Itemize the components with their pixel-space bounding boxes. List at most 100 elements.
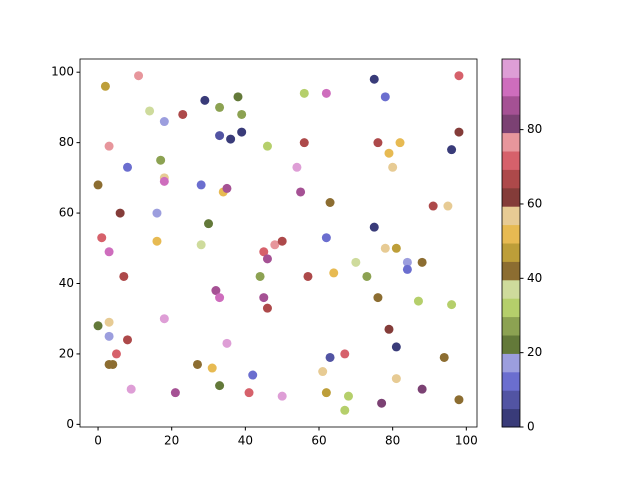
y-tick-label: 40 bbox=[59, 276, 74, 290]
point bbox=[413, 296, 423, 306]
point bbox=[373, 138, 383, 148]
x-tick-label: 100 bbox=[455, 434, 478, 448]
point bbox=[196, 180, 206, 190]
y-tick-label: 0 bbox=[66, 417, 74, 431]
point bbox=[391, 374, 401, 384]
colorbar-tick-label: 80 bbox=[527, 122, 542, 136]
point bbox=[443, 201, 453, 211]
point bbox=[351, 257, 361, 267]
point bbox=[380, 92, 390, 102]
point bbox=[159, 176, 169, 186]
colorbar-segment bbox=[502, 408, 520, 428]
colorbar-segment bbox=[502, 132, 520, 152]
plot-frame bbox=[79, 58, 478, 428]
point bbox=[402, 264, 412, 274]
point bbox=[104, 141, 114, 151]
point bbox=[262, 303, 272, 313]
point bbox=[417, 257, 427, 267]
point bbox=[192, 359, 202, 369]
point bbox=[126, 384, 136, 394]
point bbox=[248, 370, 258, 380]
colorbar-segment bbox=[502, 243, 520, 262]
point bbox=[237, 127, 247, 137]
point bbox=[380, 243, 390, 253]
point bbox=[296, 187, 306, 197]
x-tick-label: 20 bbox=[164, 434, 179, 448]
point bbox=[292, 162, 302, 172]
colorbar-segment bbox=[502, 224, 520, 244]
x-tick-label: 60 bbox=[311, 434, 326, 448]
point bbox=[196, 240, 206, 250]
point bbox=[428, 201, 438, 211]
point bbox=[321, 388, 331, 398]
point bbox=[384, 148, 394, 158]
point bbox=[215, 102, 225, 112]
point bbox=[93, 321, 103, 331]
point bbox=[215, 381, 225, 391]
point bbox=[325, 198, 335, 208]
point bbox=[259, 247, 269, 257]
point bbox=[237, 109, 247, 119]
point bbox=[299, 138, 309, 148]
point bbox=[402, 257, 412, 267]
point bbox=[391, 342, 401, 352]
colorbar-segment bbox=[502, 151, 520, 170]
colorbar-tick-label: 60 bbox=[527, 196, 542, 210]
point bbox=[204, 219, 214, 229]
point bbox=[178, 109, 188, 119]
point bbox=[97, 233, 107, 243]
point bbox=[222, 183, 232, 193]
point bbox=[417, 384, 427, 394]
point bbox=[156, 155, 166, 165]
point bbox=[369, 222, 379, 232]
colorbar-segment bbox=[502, 169, 520, 189]
colorbar-segment bbox=[502, 187, 520, 207]
point bbox=[104, 331, 114, 341]
point bbox=[123, 162, 133, 172]
point bbox=[104, 247, 114, 257]
point bbox=[104, 317, 114, 327]
point bbox=[318, 367, 328, 377]
colorbar-segment bbox=[502, 95, 520, 115]
point bbox=[262, 254, 272, 264]
point bbox=[454, 127, 464, 137]
colorbar-tick-label: 0 bbox=[527, 420, 535, 434]
point bbox=[222, 338, 232, 348]
point bbox=[340, 405, 350, 415]
point bbox=[447, 300, 457, 310]
x-tick-label: 0 bbox=[94, 434, 102, 448]
x-tick-label: 80 bbox=[385, 434, 400, 448]
point bbox=[123, 335, 133, 345]
point bbox=[119, 271, 129, 281]
colorbar-segment bbox=[502, 371, 520, 391]
point bbox=[152, 236, 162, 246]
point bbox=[145, 106, 155, 116]
point bbox=[262, 141, 272, 151]
colorbar-segment bbox=[502, 279, 520, 299]
point bbox=[343, 391, 353, 401]
point bbox=[170, 388, 180, 398]
point bbox=[340, 349, 350, 359]
point bbox=[111, 349, 121, 359]
y-tick-label: 80 bbox=[59, 135, 74, 149]
y-tick-label: 100 bbox=[51, 65, 74, 79]
colorbar-segment bbox=[502, 114, 520, 134]
colorbar-segment bbox=[502, 353, 520, 373]
point bbox=[447, 145, 457, 155]
point bbox=[207, 363, 217, 373]
point bbox=[362, 271, 372, 281]
point bbox=[108, 359, 118, 369]
colorbar-tick-label: 20 bbox=[527, 345, 542, 359]
point bbox=[270, 240, 280, 250]
colorbar-tick-label: 40 bbox=[527, 271, 542, 285]
colorbar-segment bbox=[502, 298, 520, 318]
point bbox=[329, 268, 339, 278]
point bbox=[277, 391, 287, 401]
point bbox=[277, 236, 287, 246]
point bbox=[211, 286, 221, 296]
point bbox=[369, 74, 379, 84]
point bbox=[215, 293, 225, 303]
colorbar-segment bbox=[502, 261, 520, 281]
colorbar-segment bbox=[502, 335, 520, 354]
